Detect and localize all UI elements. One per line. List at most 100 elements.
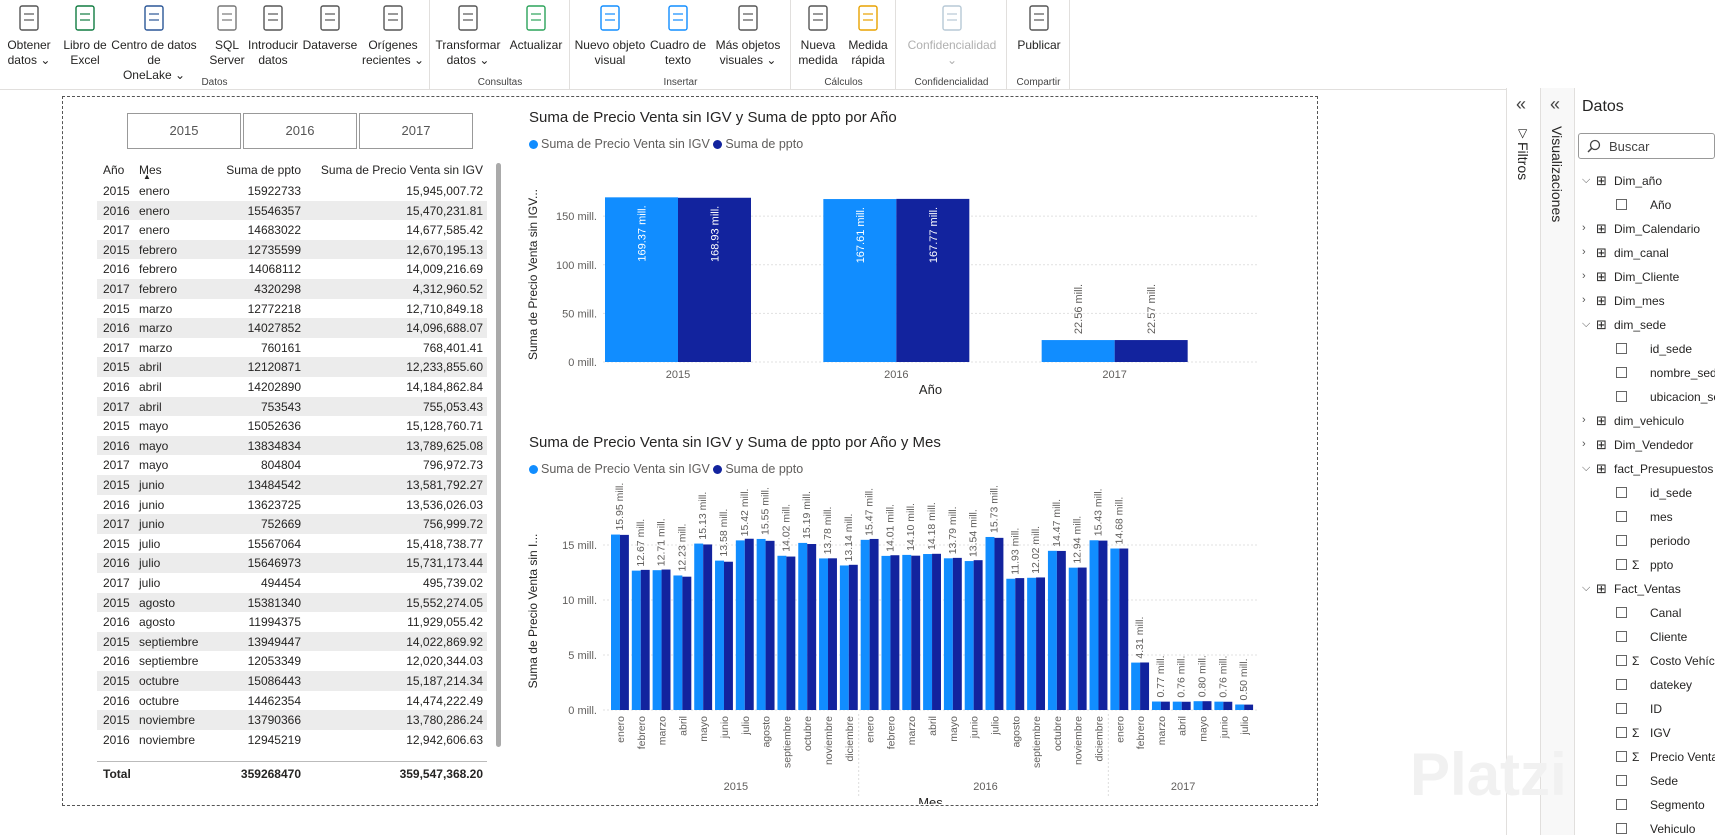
bar[interactable]: [869, 538, 879, 710]
bar[interactable]: [1047, 550, 1057, 710]
ribbon-button-más-objetos[interactable]: Más objetos visuales ⌄: [708, 2, 788, 68]
bar[interactable]: [1181, 701, 1191, 710]
table-row[interactable]: 2015 noviembre 13790366 13,780,286.24: [97, 710, 487, 730]
ribbon-button-centro-de-datos-de[interactable]: Centro de datos de OneLake ⌄: [104, 2, 204, 83]
bar[interactable]: [819, 558, 829, 710]
ribbon-button-confidencialidad[interactable]: Confidencialidad ⌄: [897, 2, 1007, 68]
data-field-item[interactable]: mes: [1650, 510, 1673, 524]
ribbon-button-sql[interactable]: SQL Server: [205, 2, 249, 68]
bar[interactable]: [1036, 577, 1046, 710]
bar[interactable]: [798, 542, 808, 710]
table-row[interactable]: 2015 febrero 12735599 12,670,195.13: [97, 239, 487, 260]
bar[interactable]: [1214, 701, 1224, 710]
bar[interactable]: [1015, 578, 1025, 710]
field-checkbox[interactable]: [1616, 343, 1627, 354]
table-row[interactable]: 2017 febrero 4320298 4,312,960.52: [97, 279, 487, 299]
field-checkbox[interactable]: [1616, 511, 1627, 522]
data-field-item[interactable]: Precio Venta: [1650, 750, 1715, 764]
field-checkbox[interactable]: [1616, 655, 1627, 666]
table-row[interactable]: 2017 mayo 804804 796,972.73: [97, 455, 487, 475]
data-table-item[interactable]: dim_canal: [1614, 246, 1669, 260]
bar[interactable]: [1235, 704, 1245, 711]
bar[interactable]: [1119, 548, 1129, 710]
bar[interactable]: [1193, 701, 1203, 710]
bar[interactable]: [715, 560, 724, 710]
bar[interactable]: [777, 555, 787, 710]
field-checkbox[interactable]: [1616, 487, 1627, 498]
ribbon-button-dataverse[interactable]: Dataverse: [300, 2, 360, 53]
table-row[interactable]: 2016 marzo 14027852 14,096,688.07: [97, 318, 487, 338]
data-table-item[interactable]: Dim_año: [1614, 174, 1663, 188]
field-checkbox[interactable]: [1616, 607, 1627, 618]
table-row[interactable]: 2015 marzo 12772218 12,710,849.18: [97, 299, 487, 319]
ribbon-button-nuevo-objeto[interactable]: Nuevo objeto visual: [571, 2, 649, 68]
field-checkbox[interactable]: [1616, 631, 1627, 642]
bar[interactable]: [848, 564, 858, 710]
ribbon-button-obtener[interactable]: Obtener datos ⌄: [0, 2, 58, 68]
data-field-item[interactable]: periodo: [1650, 534, 1691, 548]
ribbon-button-libro-de[interactable]: Libro de Excel: [58, 2, 112, 68]
bar[interactable]: [839, 565, 849, 710]
ribbon-button-introducir[interactable]: Introducir datos: [244, 2, 302, 68]
table-row[interactable]: 2017 enero 14683022 14,677,585.42: [97, 220, 487, 240]
bar[interactable]: [896, 198, 970, 362]
chevron-right-icon[interactable]: ›: [1582, 270, 1586, 282]
field-checkbox[interactable]: [1616, 559, 1627, 570]
visualizations-label[interactable]: Visualizaciones: [1549, 126, 1565, 223]
chevron-right-icon[interactable]: ›: [1582, 246, 1586, 258]
bar[interactable]: [881, 555, 891, 710]
chart1-year-bars[interactable]: 0 mill. 50 mill. 100 mill. 150 mill. Suma de…: [523, 157, 1263, 402]
bar[interactable]: [964, 561, 974, 710]
data-field-item[interactable]: ppto: [1650, 558, 1674, 572]
table-row[interactable]: 2015 septiembre 13949447 14,022,869.92: [97, 631, 487, 652]
chevron-right-icon[interactable]: ›: [1582, 294, 1586, 306]
bar[interactable]: [744, 538, 754, 710]
ribbon-button-nueva[interactable]: Nueva medida: [792, 2, 844, 68]
bar[interactable]: [973, 560, 983, 710]
table-row[interactable]: 2017 marzo 760161 768,401.41: [97, 338, 487, 358]
ribbon-button-medida[interactable]: Medida rápida: [842, 2, 894, 68]
chevron-down-icon[interactable]: ⌵: [1582, 174, 1591, 186]
field-checkbox[interactable]: [1616, 751, 1627, 762]
field-checkbox[interactable]: [1616, 823, 1627, 834]
bar[interactable]: [1114, 340, 1188, 362]
table-row[interactable]: 2016 junio 13623725 13,536,026.03: [97, 495, 487, 515]
field-checkbox[interactable]: [1616, 391, 1627, 402]
field-checkbox[interactable]: [1616, 727, 1627, 738]
slicer-year-2016[interactable]: 2016: [243, 113, 357, 149]
ribbon-button-publicar[interactable]: Publicar: [1008, 2, 1070, 53]
bar[interactable]: [652, 570, 662, 710]
data-field-item[interactable]: datekey: [1650, 678, 1693, 692]
chevron-right-icon[interactable]: ›: [1582, 414, 1586, 426]
table-row[interactable]: 2015 octubre 15086443 15,187,214.34: [97, 671, 487, 691]
bar[interactable]: [611, 534, 620, 710]
data-field-item[interactable]: Costo Vehículo: [1650, 654, 1715, 668]
bar[interactable]: [1131, 662, 1141, 710]
data-field-item[interactable]: Cliente: [1650, 630, 1688, 644]
bar[interactable]: [1244, 704, 1254, 710]
ribbon-button-orígenes[interactable]: Orígenes recientes ⌄: [358, 2, 428, 68]
data-table-item[interactable]: dim_sede: [1614, 318, 1667, 332]
data-field-item[interactable]: Segmento: [1650, 798, 1705, 812]
bar[interactable]: [932, 553, 941, 710]
bar[interactable]: [1160, 701, 1170, 710]
chevron-right-icon[interactable]: ›: [1582, 222, 1586, 234]
table-row[interactable]: 2016 mayo 13834834 13,789,625.08: [97, 435, 487, 456]
field-checkbox[interactable]: [1616, 535, 1627, 546]
bar[interactable]: [640, 569, 650, 710]
table-row[interactable]: 2016 octubre 14462354 14,474,222.49: [97, 691, 487, 711]
bar[interactable]: [694, 543, 704, 710]
data-field-item[interactable]: id_sede: [1650, 486, 1693, 500]
data-field-item[interactable]: ID: [1650, 702, 1662, 716]
table-scrollbar[interactable]: [496, 163, 501, 747]
bar[interactable]: [1172, 701, 1182, 710]
filters-label[interactable]: Filtros: [1515, 142, 1531, 181]
table-row[interactable]: 2016 noviembre 12945219 12,942,606.63: [97, 730, 487, 750]
ribbon-button-transformar[interactable]: Transformar datos ⌄: [431, 2, 505, 68]
chart2-month-bars[interactable]: 0 mill. 5 mill. 10 mill. 15 mill. Suma de Pr…: [523, 482, 1263, 804]
header-ano[interactable]: Año: [103, 163, 125, 177]
data-field-item[interactable]: nombre_sede: [1650, 366, 1715, 380]
data-field-item[interactable]: IGV: [1650, 726, 1671, 740]
bar[interactable]: [823, 199, 897, 362]
bar[interactable]: [723, 561, 733, 710]
